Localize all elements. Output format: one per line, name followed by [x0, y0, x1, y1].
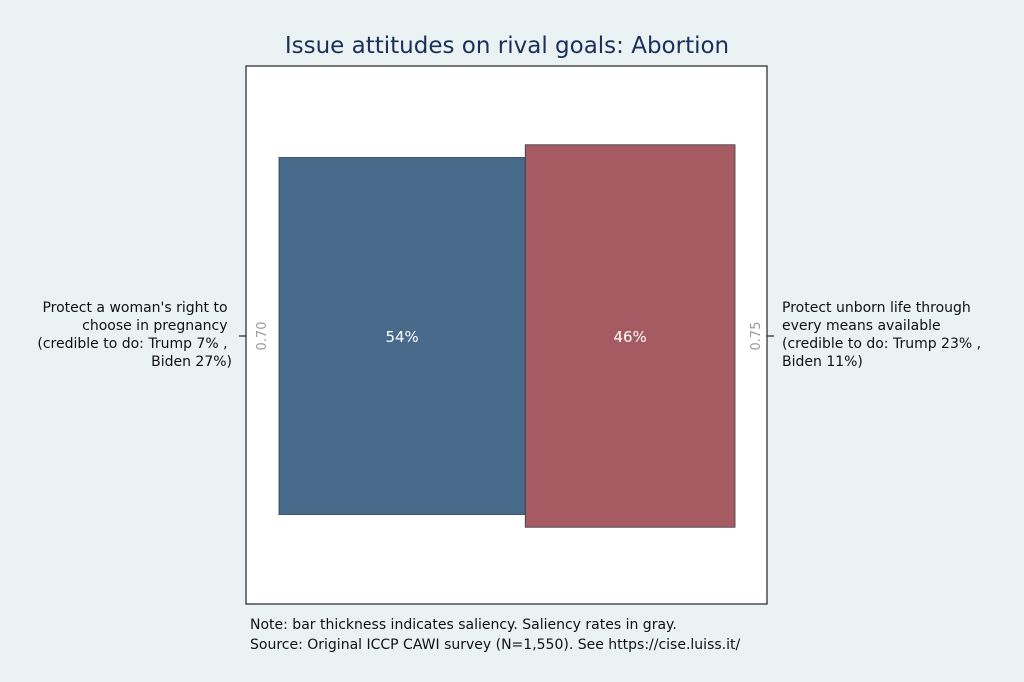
chart-title: Issue attitudes on rival goals: Abortion — [285, 33, 729, 59]
right-saliency-label: 0.75 — [749, 322, 764, 351]
right-goal-label-line: every means available — [782, 318, 941, 334]
source-line: Source: Original ICCP CAWI survey (N=1,5… — [250, 637, 740, 653]
left-goal-label: Protect a woman's right to choose in pre… — [37, 300, 232, 370]
left-saliency-label: 0.70 — [255, 322, 270, 351]
bar-value-label-womans-right: 54% — [385, 328, 418, 346]
left-goal-label-line: choose in pregnancy — [82, 318, 227, 334]
left-goal-label-line: Protect a woman's right to — [42, 300, 227, 316]
right-goal-label-line: Protect unborn life through — [782, 300, 971, 316]
bar-unborn-life — [524, 144, 736, 528]
note-line: Note: bar thickness indicates saliency. … — [250, 617, 677, 633]
left-goal-label-line: (credible to do: Trump 7% , — [37, 336, 227, 352]
bar-womans-right — [278, 157, 526, 515]
right-goal-label-line: Biden 11%) — [782, 354, 863, 370]
right-goal-label: Protect unborn life through every means … — [782, 300, 986, 370]
right-goal-label-line: (credible to do: Trump 23% , — [782, 336, 981, 352]
bar-value-label-unborn-life: 46% — [613, 328, 646, 346]
left-goal-label-line: Biden 27%) — [151, 354, 232, 370]
bars-group: 54% 46% — [278, 144, 736, 528]
